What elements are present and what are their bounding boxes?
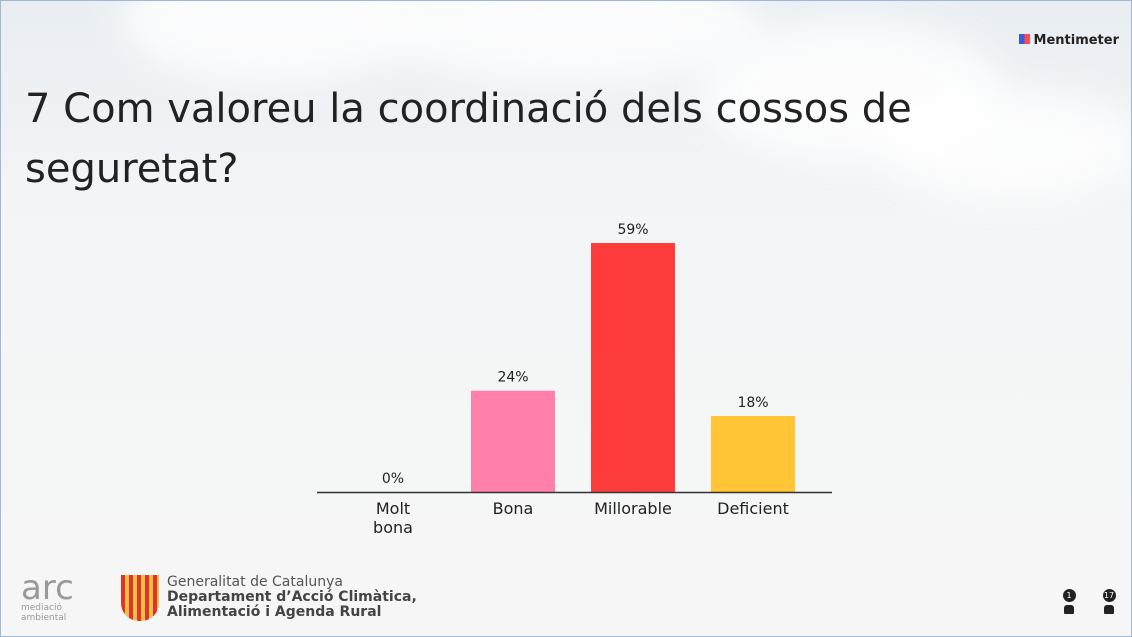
like-icon	[1064, 605, 1074, 614]
value-label: 0%	[382, 471, 404, 487]
logo: arc mediació ambiental	[21, 571, 101, 623]
category-label: Deficient	[717, 499, 789, 518]
category-label: Molt bona	[373, 499, 413, 537]
reaction-count: 1	[1062, 589, 1076, 602]
category-label: Bona	[492, 499, 534, 518]
participant-count: 17	[1102, 589, 1116, 602]
bar	[471, 390, 555, 492]
value-label: 24%	[497, 370, 528, 386]
slide-title: 7 Com valoreu la coordinació dels cossos…	[25, 86, 912, 192]
org-line: Departament d’Acció Climàtica,	[167, 589, 417, 605]
org: Generalitat de Catalunya Departament d’Ac…	[167, 575, 417, 620]
person-icon	[1104, 605, 1114, 614]
logo-main: arc	[21, 568, 74, 608]
category-label: Millorable	[594, 499, 672, 518]
value-label: 18%	[737, 395, 768, 411]
bar	[591, 243, 675, 492]
org-line: Generalitat de Catalunya	[167, 574, 343, 590]
emblem	[121, 575, 159, 621]
logo-sub: ambiental	[21, 613, 67, 623]
logo-sub: mediació	[21, 603, 62, 613]
value-label: 59%	[617, 222, 648, 238]
bar	[711, 416, 795, 492]
brand: Mentimeter	[1019, 33, 1119, 48]
participants[interactable]: 17	[1099, 589, 1119, 614]
org-line: Alimentació i Agenda Rural	[167, 604, 382, 620]
cloud	[881, 91, 1131, 201]
reactions[interactable]: 1	[1059, 589, 1079, 614]
